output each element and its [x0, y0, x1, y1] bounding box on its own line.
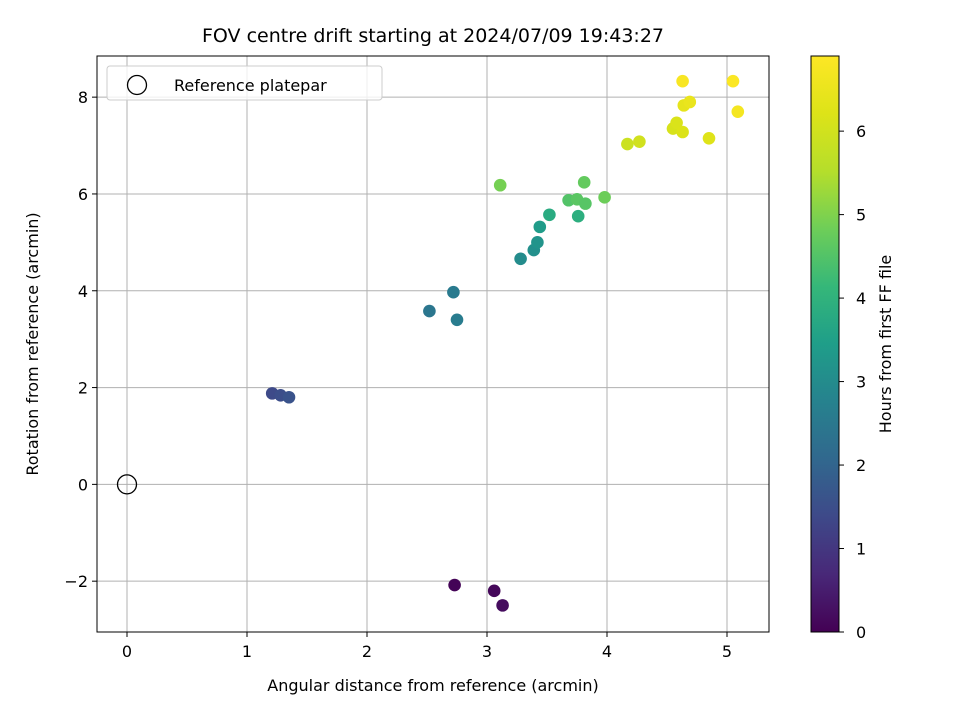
colorbar-gradient	[810, 55, 840, 633]
y-axis-ticks: −2 0 2 4 6 8	[64, 88, 97, 591]
legend-box	[106, 65, 383, 101]
legend-label: Reference platepar	[174, 76, 327, 95]
data-point	[514, 252, 527, 266]
data-point	[543, 208, 556, 222]
reference-platepar-marker	[116, 474, 138, 495]
colorbar-tick-label: 1	[856, 540, 866, 559]
data-point	[598, 191, 611, 204]
data-point	[676, 125, 689, 139]
x-tick-label: 3	[482, 642, 492, 661]
data-point	[487, 584, 501, 598]
legend: Reference platepar	[106, 65, 383, 101]
y-tick-label: 0	[78, 475, 88, 494]
grid	[97, 56, 769, 632]
data-point	[670, 116, 683, 130]
data-point	[571, 209, 585, 223]
x-axis-ticks: 0 1 2 3 4 5	[122, 632, 732, 661]
y-tick-label: 8	[78, 88, 88, 107]
colorbar-label: Hours from first FF file	[876, 255, 895, 434]
data-point	[447, 285, 460, 299]
data-point	[579, 197, 592, 210]
colorbar-tick-label: 4	[856, 289, 866, 308]
x-tick-label: 1	[242, 642, 252, 661]
x-tick-label: 0	[122, 642, 132, 661]
data-point	[683, 95, 697, 109]
data-point	[726, 74, 740, 88]
data-points	[265, 74, 745, 612]
data-point	[633, 135, 646, 148]
data-point	[450, 313, 464, 327]
chart-title: FOV centre drift starting at 2024/07/09 …	[202, 25, 664, 47]
y-tick-label: 4	[78, 282, 88, 301]
data-point	[282, 390, 296, 404]
colorbar-tick-label: 0	[856, 623, 866, 642]
colorbar-tick-label: 5	[856, 206, 866, 225]
x-axis-label: Angular distance from reference (arcmin)	[267, 676, 598, 695]
x-tick-label: 2	[362, 642, 372, 661]
x-tick-label: 5	[722, 642, 732, 661]
plot-frame	[96, 55, 770, 633]
y-tick-label: 6	[78, 185, 88, 204]
y-tick-label: −2	[64, 572, 88, 591]
colorbar-tick-label: 2	[856, 456, 866, 475]
y-tick-label: 2	[78, 379, 88, 398]
colorbar-ticks: 0 1 2 3 4 5 6	[839, 122, 866, 642]
data-point	[423, 304, 436, 318]
data-point	[531, 236, 544, 249]
data-point	[533, 220, 547, 234]
data-point	[676, 74, 689, 88]
data-point	[577, 176, 591, 189]
legend-open-circle-icon	[126, 74, 148, 96]
x-tick-label: 4	[602, 642, 612, 661]
data-point	[731, 105, 745, 118]
data-point	[702, 131, 716, 145]
colorbar-tick-label: 3	[856, 373, 866, 392]
data-point	[448, 578, 461, 592]
colorbar: 0 1 2 3 4 5 6 Hours from first FF file	[810, 55, 895, 642]
colorbar-tick-label: 6	[856, 122, 866, 141]
y-axis-label: Rotation from reference (arcmin)	[23, 212, 42, 475]
data-point	[496, 599, 509, 612]
data-point	[493, 178, 507, 192]
data-point	[621, 137, 634, 151]
reference-marker-layer	[116, 474, 138, 495]
